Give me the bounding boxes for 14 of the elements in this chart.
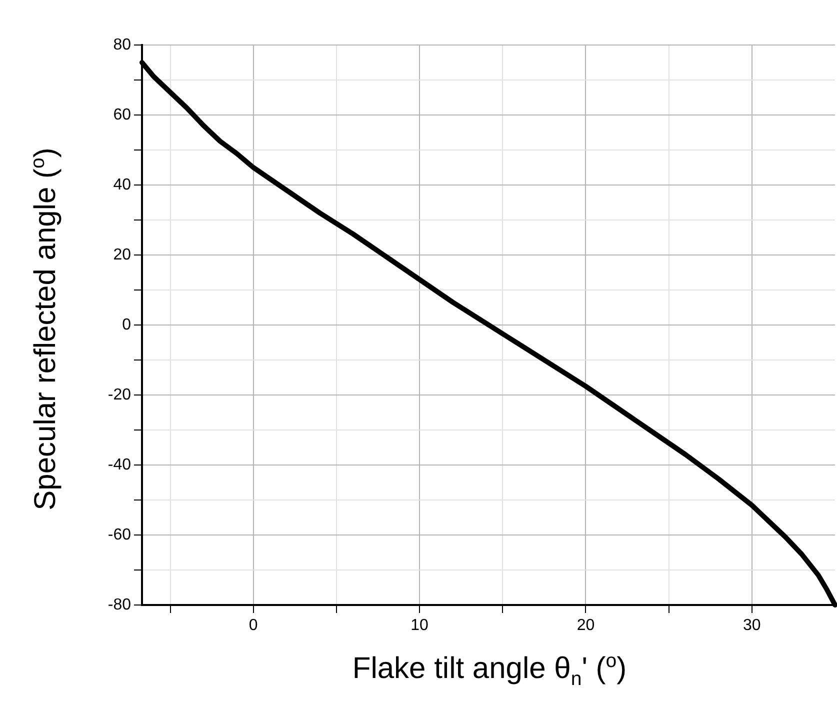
x-tick-label: 10 [410, 617, 429, 634]
y-tick-label: 60 [113, 106, 132, 124]
y-tick-label: 40 [113, 176, 132, 194]
y-tick-label: 20 [113, 246, 132, 264]
y-tick-label: -40 [108, 456, 132, 474]
x-tick-label: 30 [743, 617, 761, 634]
y-tick-label: -80 [108, 596, 132, 614]
y-tick-label: -60 [108, 526, 132, 544]
x-tick-label: 0 [248, 617, 258, 634]
x-axis-title: Flake tilt angle θ$_{n}$' ($^{o}$) [351, 650, 628, 691]
y-tick-label: -20 [108, 386, 132, 404]
y-tick-label: 80 [113, 36, 132, 54]
x-tick-label: 20 [576, 617, 595, 634]
y-tick-label: 0 [122, 316, 132, 334]
